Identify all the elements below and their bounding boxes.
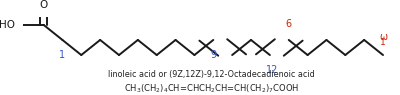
Text: 1: 1 <box>380 38 386 48</box>
Text: ω: ω <box>379 32 387 42</box>
Text: 6: 6 <box>286 19 292 29</box>
Text: 1: 1 <box>59 50 66 60</box>
Text: HO: HO <box>0 20 14 30</box>
Text: CH$_3$(CH$_2$)$_4$CH=CHCH$_2$CH=CH(CH$_2$)$_7$COOH: CH$_3$(CH$_2$)$_4$CH=CHCH$_2$CH=CH(CH$_2… <box>124 82 299 95</box>
Text: linoleic acid or (9Z,12Z)-9,12-Octadecadienoic acid: linoleic acid or (9Z,12Z)-9,12-Octadecad… <box>108 70 315 79</box>
Text: 9: 9 <box>210 50 216 60</box>
Text: O: O <box>40 0 48 10</box>
Text: 12: 12 <box>266 65 278 75</box>
